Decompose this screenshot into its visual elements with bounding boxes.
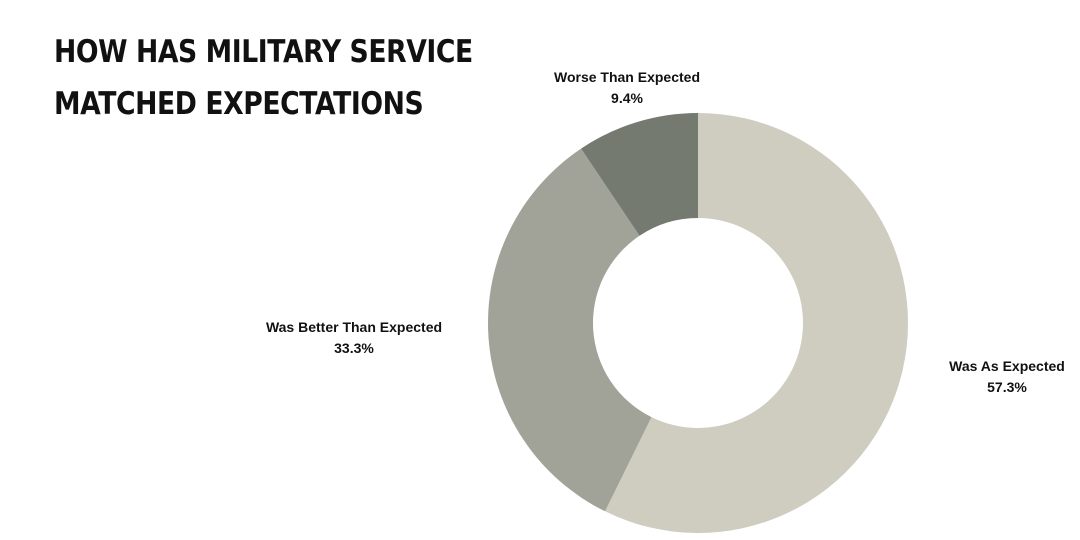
slice-label-worse-than-expected: Worse Than Expected 9.4% [554,67,700,109]
slice-value-text: 57.3% [987,379,1027,395]
donut-slice-was-as-expected [605,113,908,533]
slice-value-text: 33.3% [334,340,374,356]
slice-value-text: 9.4% [611,90,643,106]
donut-slice-worse-than-expected [581,113,698,236]
slice-label-was-as-expected: Was As Expected 57.3% [949,356,1065,398]
slice-label-text: Was As Expected [949,358,1065,374]
slice-label-was-better-than-expected: Was Better Than Expected 33.3% [266,317,442,359]
slice-label-text: Worse Than Expected [553,69,701,85]
chart-title: HOW HAS MILITARY SERVICE MATCHED EXPECTA… [54,26,473,130]
donut-slice-was-better-than-expected [487,148,652,512]
slice-label-text: Was Better Than Expected [265,319,443,335]
chart-title-line-1: HOW HAS MILITARY SERVICE [54,34,473,70]
chart-title-line-2: MATCHED EXPECTATIONS [54,86,424,122]
